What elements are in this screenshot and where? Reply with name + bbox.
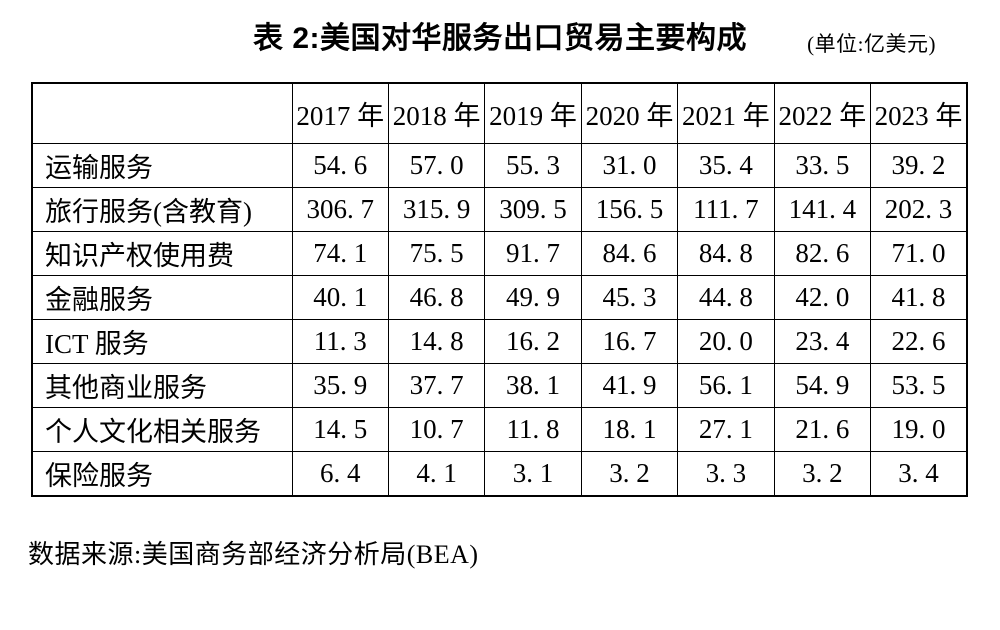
data-cell: 31. 0 (580, 143, 679, 188)
data-cell: 11. 3 (291, 319, 389, 364)
data-cell: 16. 7 (580, 319, 679, 364)
data-cell: 40. 1 (291, 275, 389, 320)
data-cell: 11. 8 (484, 407, 582, 452)
row-label: 其他商业服务 (31, 363, 293, 408)
row-label: 知识产权使用费 (31, 231, 293, 276)
data-cell: 55. 3 (484, 143, 582, 188)
row-label: 运输服务 (31, 143, 293, 188)
row-label: 金融服务 (31, 275, 293, 320)
data-cell: 41. 8 (870, 275, 968, 320)
data-source-note: 数据来源:美国商务部经济分析局(BEA) (28, 540, 479, 569)
header-cell-empty (31, 82, 293, 144)
data-cell: 202. 3 (870, 187, 968, 232)
header-cell-2021: 2021 年 (677, 82, 775, 144)
data-cell: 33. 5 (773, 143, 872, 188)
table-row: 旅行服务(含教育) 306. 7 315. 9 309. 5 156. 5 11… (31, 187, 968, 232)
data-cell: 20. 0 (677, 319, 775, 364)
table-row: ICT 服务 11. 3 14. 8 16. 2 16. 7 20. 0 23.… (31, 319, 968, 364)
table-row: 知识产权使用费 74. 1 75. 5 91. 7 84. 6 84. 8 82… (31, 231, 968, 276)
data-cell: 6. 4 (291, 451, 389, 497)
data-cell: 3. 1 (484, 451, 582, 497)
data-cell: 306. 7 (291, 187, 389, 232)
data-cell: 111. 7 (677, 187, 775, 232)
header-cell-2020: 2020 年 (580, 82, 679, 144)
title-bar: 表 2:美国对华服务出口贸易主要构成 (单位:亿美元) (0, 16, 1000, 62)
table-row: 其他商业服务 35. 9 37. 7 38. 1 41. 9 56. 1 54.… (31, 363, 968, 408)
data-cell: 49. 9 (484, 275, 582, 320)
data-cell: 141. 4 (773, 187, 872, 232)
data-cell: 19. 0 (870, 407, 968, 452)
row-label: 旅行服务(含教育) (31, 187, 293, 232)
data-cell: 3. 3 (677, 451, 775, 497)
row-label: 个人文化相关服务 (31, 407, 293, 452)
data-cell: 14. 5 (291, 407, 389, 452)
data-cell: 91. 7 (484, 231, 582, 276)
data-cell: 4. 1 (387, 451, 486, 497)
data-cell: 309. 5 (484, 187, 582, 232)
header-cell-2023: 2023 年 (870, 82, 968, 144)
data-cell: 35. 9 (291, 363, 389, 408)
header-cell-2017: 2017 年 (291, 82, 389, 144)
services-export-table: 2017 年 2018 年 2019 年 2020 年 2021 年 2022 … (31, 82, 968, 497)
data-cell: 37. 7 (387, 363, 486, 408)
data-cell: 54. 6 (291, 143, 389, 188)
data-cell: 41. 9 (580, 363, 679, 408)
data-cell: 10. 7 (387, 407, 486, 452)
data-cell: 74. 1 (291, 231, 389, 276)
table-row: 金融服务 40. 1 46. 8 49. 9 45. 3 44. 8 42. 0… (31, 275, 968, 320)
data-cell: 35. 4 (677, 143, 775, 188)
unit-label: (单位:亿美元) (807, 32, 936, 56)
data-cell: 84. 8 (677, 231, 775, 276)
table-header-row: 2017 年 2018 年 2019 年 2020 年 2021 年 2022 … (31, 82, 968, 144)
table-title: 表 2:美国对华服务出口贸易主要构成 (252, 22, 747, 55)
data-cell: 38. 1 (484, 363, 582, 408)
data-cell: 3. 2 (773, 451, 872, 497)
data-cell: 3. 4 (870, 451, 968, 497)
data-cell: 53. 5 (870, 363, 968, 408)
data-cell: 27. 1 (677, 407, 775, 452)
data-cell: 156. 5 (580, 187, 679, 232)
data-cell: 14. 8 (387, 319, 486, 364)
data-cell: 22. 6 (870, 319, 968, 364)
data-cell: 71. 0 (870, 231, 968, 276)
data-cell: 46. 8 (387, 275, 486, 320)
data-cell: 56. 1 (677, 363, 775, 408)
header-cell-2022: 2022 年 (773, 82, 872, 144)
header-cell-2018: 2018 年 (387, 82, 486, 144)
table-row: 保险服务 6. 4 4. 1 3. 1 3. 2 3. 3 3. 2 3. 4 (31, 451, 968, 497)
data-cell: 84. 6 (580, 231, 679, 276)
data-cell: 23. 4 (773, 319, 872, 364)
row-label: ICT 服务 (31, 319, 293, 364)
data-cell: 75. 5 (387, 231, 486, 276)
data-cell: 18. 1 (580, 407, 679, 452)
data-cell: 44. 8 (677, 275, 775, 320)
data-cell: 315. 9 (387, 187, 486, 232)
data-cell: 45. 3 (580, 275, 679, 320)
data-cell: 57. 0 (387, 143, 486, 188)
table-row: 个人文化相关服务 14. 5 10. 7 11. 8 18. 1 27. 1 2… (31, 407, 968, 452)
data-cell: 3. 2 (580, 451, 679, 497)
table-row: 运输服务 54. 6 57. 0 55. 3 31. 0 35. 4 33. 5… (31, 143, 968, 188)
data-cell: 16. 2 (484, 319, 582, 364)
header-cell-2019: 2019 年 (484, 82, 582, 144)
data-cell: 54. 9 (773, 363, 872, 408)
data-cell: 42. 0 (773, 275, 872, 320)
data-cell: 82. 6 (773, 231, 872, 276)
data-cell: 21. 6 (773, 407, 872, 452)
data-cell: 39. 2 (870, 143, 968, 188)
row-label: 保险服务 (31, 451, 293, 497)
